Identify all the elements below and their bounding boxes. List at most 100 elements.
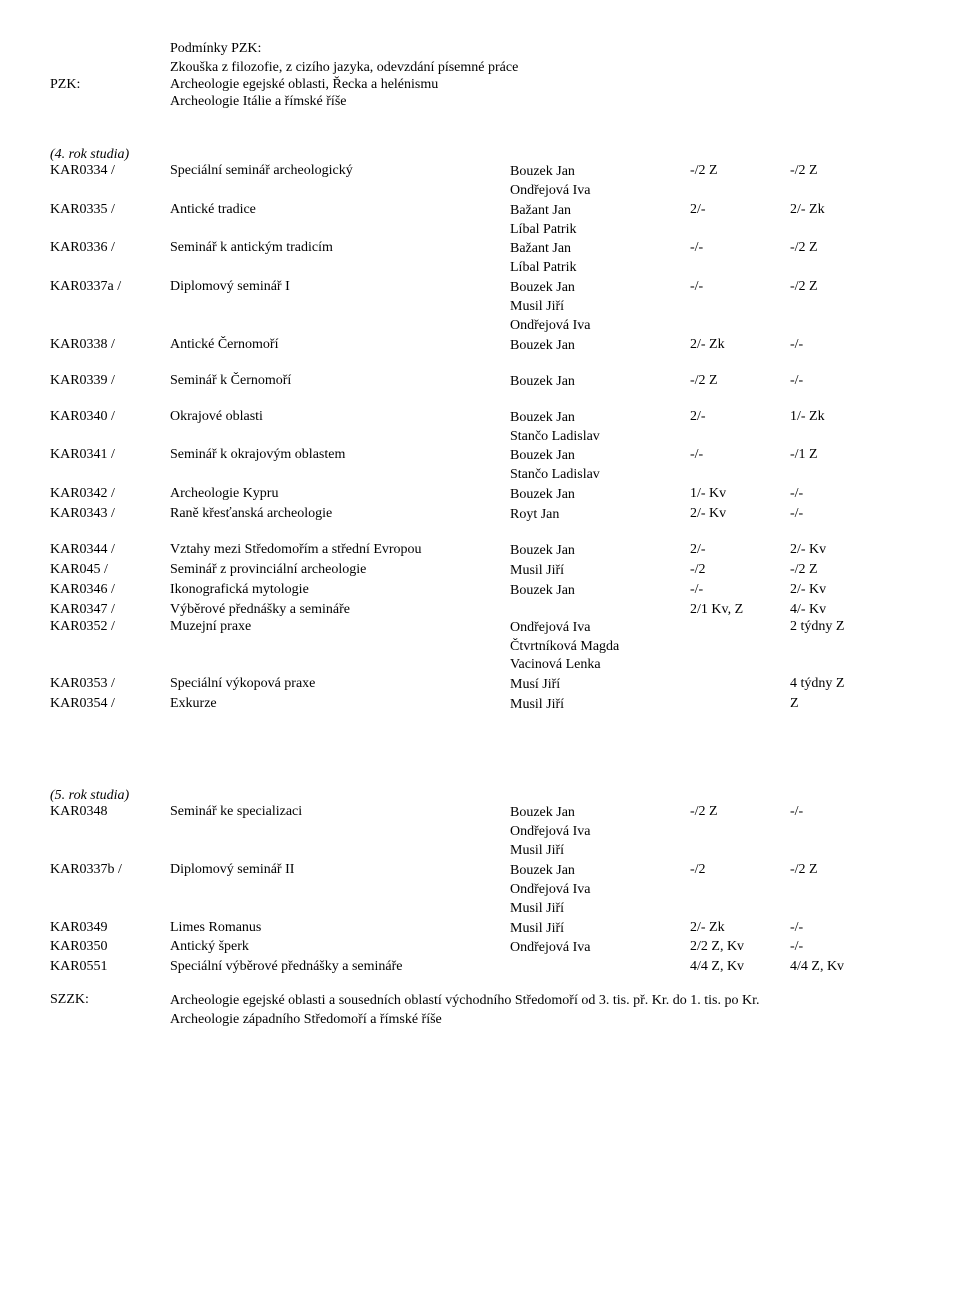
course-code: KAR0339 / (50, 373, 170, 389)
course-col4: 2/1 Kv, Z (690, 602, 790, 618)
course-code: KAR0336 / (50, 240, 170, 256)
course-col5: -/- (790, 506, 890, 522)
course-row: KAR0341 /Seminář k okrajovým oblastemBou… (50, 447, 910, 485)
teacher-line: Čtvrtníková Magda (510, 638, 690, 657)
course-teachers: Musil Jiří (510, 696, 690, 715)
course-row: KAR0343 /Raně křesťanská archeologieRoyt… (50, 506, 910, 525)
course-col5: -/- (790, 939, 890, 955)
course-col4: 2/2 Z, Kv (690, 939, 790, 955)
pzk-line-row-0: Zkouška z filozofie, z cizího jazyka, od… (50, 60, 910, 76)
szzk-row: SZZK: Archeologie egejské oblasti a sous… (50, 992, 910, 1030)
course-teachers: Ondřejová Iva (510, 939, 690, 958)
course-name: Antické Černomoří (170, 337, 510, 353)
teacher-line: Ondřejová Iva (510, 619, 690, 638)
teacher-line: Bouzek Jan (510, 542, 690, 561)
course-name: Seminář k Černomoří (170, 373, 510, 389)
year4-block4: KAR0344 /Vztahy mezi Středomořím a střed… (50, 542, 910, 715)
pzk-line-1: Archeologie egejské oblasti, Řecka a hel… (170, 77, 910, 93)
year4-block1: KAR0334 /Speciální seminář archeologický… (50, 163, 910, 356)
course-name: Exkurze (170, 696, 510, 712)
course-row: KAR0350Antický šperkOndřejová Iva2/2 Z, … (50, 939, 910, 958)
course-col4: 2/- (690, 409, 790, 425)
course-col4: -/2 Z (690, 163, 790, 179)
course-name: Diplomový seminář I (170, 279, 510, 295)
course-row: KAR0337a /Diplomový seminář IBouzek JanM… (50, 279, 910, 336)
course-name: Antický šperk (170, 939, 510, 955)
course-teachers: Musil Jiří (510, 920, 690, 939)
teacher-line: Bouzek Jan (510, 862, 690, 881)
course-code: KAR0347 / (50, 602, 170, 618)
course-col4: -/- (690, 240, 790, 256)
teacher-line: Bouzek Jan (510, 337, 690, 356)
teacher-line: Líbal Patrik (510, 259, 690, 278)
course-col4: 2/- (690, 542, 790, 558)
course-teachers: Ondřejová IvaČtvrtníková MagdaVacinová L… (510, 619, 690, 676)
course-col4: -/- (690, 447, 790, 463)
course-teachers: Bouzek Jan (510, 373, 690, 392)
course-code: KAR0551 (50, 959, 170, 975)
teacher-line: Bouzek Jan (510, 804, 690, 823)
course-col4: -/2 (690, 562, 790, 578)
course-teachers: Bouzek JanOndřejová IvaMusil Jiří (510, 862, 690, 919)
course-teachers: Bouzek Jan (510, 337, 690, 356)
course-name: Okrajové oblasti (170, 409, 510, 425)
course-col4: 2/- (690, 202, 790, 218)
teacher-line: Musil Jiří (510, 842, 690, 861)
course-col4: -/2 Z (690, 373, 790, 389)
teacher-line: Bouzek Jan (510, 163, 690, 182)
course-col5: 2/- Kv (790, 582, 890, 598)
course-col5: 2 týdny Z (790, 619, 890, 635)
course-teachers: Bouzek JanMusil JiříOndřejová Iva (510, 279, 690, 336)
course-code: KAR0334 / (50, 163, 170, 179)
pzk-line-row-2: Archeologie Itálie a římské říše (50, 94, 910, 110)
teacher-line: Bouzek Jan (510, 582, 690, 601)
course-name: Speciální výkopová praxe (170, 676, 510, 692)
szzk-lines: Archeologie egejské oblasti a sousedních… (170, 992, 910, 1030)
course-row: KAR0354 /ExkurzeMusil JiříZ (50, 696, 910, 715)
course-code: KAR0337b / (50, 862, 170, 878)
course-col5: 1/- Zk (790, 409, 890, 425)
teacher-line: Stančo Ladislav (510, 466, 690, 485)
course-row: KAR0352 /Muzejní praxeOndřejová IvaČtvrt… (50, 619, 910, 676)
course-teachers: Musil Jiří (510, 562, 690, 581)
course-teachers: Bouzek Jan (510, 582, 690, 601)
course-code: KAR0337a / (50, 279, 170, 295)
course-name: Archeologie Kypru (170, 486, 510, 502)
teacher-line: Bouzek Jan (510, 373, 690, 392)
course-col5: -/2 Z (790, 862, 890, 878)
course-code: KAR0342 / (50, 486, 170, 502)
course-col4: 4/4 Z, Kv (690, 959, 790, 975)
pzk-label: PZK: (50, 77, 170, 93)
course-row: KAR0335 /Antické tradiceBažant JanLíbal … (50, 202, 910, 240)
pzk-line-2: Archeologie Itálie a římské říše (170, 94, 910, 110)
course-col5: -/- (790, 337, 890, 353)
course-col4: -/2 Z (690, 804, 790, 820)
course-col4: -/2 (690, 862, 790, 878)
course-col5: 4/4 Z, Kv (790, 959, 890, 975)
course-row: KAR0551Speciální výběrové přednášky a se… (50, 959, 910, 975)
teacher-line: Musil Jiří (510, 298, 690, 317)
year4-block3: KAR0340 /Okrajové oblastiBouzek JanStanč… (50, 409, 910, 525)
course-teachers: Bouzek Jan (510, 486, 690, 505)
course-row: KAR0340 /Okrajové oblastiBouzek JanStanč… (50, 409, 910, 447)
course-col5: -/- (790, 486, 890, 502)
course-row: KAR0336 /Seminář k antickým tradicímBaža… (50, 240, 910, 278)
course-teachers: Bouzek JanStančo Ladislav (510, 409, 690, 447)
course-teachers: Bouzek Jan (510, 542, 690, 561)
teacher-line: Líbal Patrik (510, 221, 690, 240)
course-code: KAR0343 / (50, 506, 170, 522)
teacher-line: Musil Jiří (510, 696, 690, 715)
teacher-line: Bouzek Jan (510, 447, 690, 466)
year5-block: KAR0348Seminář ke specializaciBouzek Jan… (50, 804, 910, 975)
pzk-line-row-1: PZK: Archeologie egejské oblasti, Řecka … (50, 77, 910, 93)
course-code: KAR0349 (50, 920, 170, 936)
teacher-line: Bouzek Jan (510, 409, 690, 428)
course-name: Výběrové přednášky a semináře (170, 602, 510, 618)
course-code: KAR0338 / (50, 337, 170, 353)
course-name: Speciální seminář archeologický (170, 163, 510, 179)
teacher-line: Bouzek Jan (510, 486, 690, 505)
course-col5: -/2 Z (790, 163, 890, 179)
course-code: KAR0352 / (50, 619, 170, 635)
teacher-line: Ondřejová Iva (510, 182, 690, 201)
course-col5: -/1 Z (790, 447, 890, 463)
